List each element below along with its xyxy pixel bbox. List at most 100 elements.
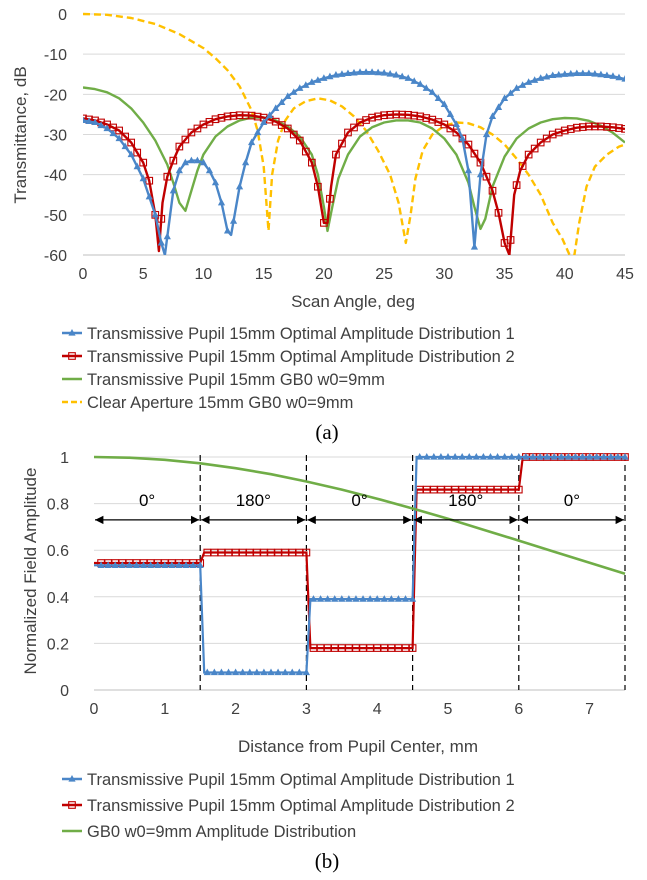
series-point-dist2 [440, 120, 449, 129]
series-point-dist2 [434, 118, 443, 126]
series-point-dist1 [494, 103, 503, 110]
series-point-dist1 [139, 561, 148, 568]
series-point-dist1 [189, 561, 197, 568]
series-point-dist2 [217, 113, 226, 122]
series-point-dist1 [97, 561, 105, 568]
series-point-dist1 [352, 595, 360, 602]
x-tick-label: 3 [302, 701, 311, 718]
x-tick-label: 10 [195, 266, 213, 283]
series-point-dist2 [621, 125, 625, 133]
series-point-dist1 [557, 453, 565, 460]
y-tick-label: 0 [60, 683, 69, 700]
series-point-dist1 [401, 595, 410, 602]
series-point-dist1 [493, 453, 502, 460]
x-tick-label: 4 [373, 701, 382, 718]
x-tick-label: 6 [514, 701, 523, 718]
series-point-dist1 [422, 84, 430, 91]
series-point-dist1 [320, 74, 328, 81]
series-point-dist2 [548, 130, 557, 139]
series-point-dist1 [91, 118, 99, 126]
chart-a-x-ticks: 0 5 10 15 20 25 30 35 40 45 [79, 266, 634, 283]
series-point-dist2 [115, 126, 123, 135]
series-point-dist1 [127, 150, 135, 158]
series-point-dist1 [181, 158, 189, 166]
series-point-dist1 [145, 192, 153, 200]
series-point-dist1 [609, 72, 617, 79]
phase-label: 180° [236, 491, 271, 510]
phase-label: 0° [351, 491, 367, 510]
series-point-dist1 [118, 561, 126, 568]
series-point-dist1 [531, 76, 539, 83]
series-point-dist1 [302, 81, 310, 88]
chart-a-series [83, 12, 625, 255]
series-point-dist1 [232, 668, 240, 676]
series-point-dist1 [488, 112, 497, 120]
series-point-dist1 [444, 453, 452, 460]
series-point-dist2 [187, 128, 196, 137]
series-point-dist2 [518, 162, 527, 170]
chart-b-y-ticks: 0 0.2 0.4 0.6 0.8 1 [47, 450, 69, 700]
series-point-dist1 [597, 70, 605, 78]
series-point-dist1 [591, 70, 599, 77]
series-point-dist2 [578, 123, 587, 131]
series-point-dist2 [193, 124, 202, 133]
series-point-dist1 [428, 88, 436, 95]
series-point-dist1 [223, 226, 232, 234]
y-tick-label: 1 [60, 450, 69, 467]
series-point-dist1 [350, 68, 358, 76]
series-point-dist1 [175, 561, 183, 568]
series-point-dist2 [253, 112, 262, 121]
series-point-dist1 [394, 595, 403, 602]
series-point-dist1 [296, 84, 304, 91]
series-point-dist1 [525, 78, 533, 85]
series-point-dist1 [373, 595, 381, 602]
series-point-dist1 [567, 69, 575, 77]
series-point-dist1 [161, 561, 169, 568]
series-point-dist1 [362, 68, 370, 75]
series-point-dist1 [564, 453, 572, 460]
series-point-dist1 [260, 118, 268, 126]
series-point-dist1 [169, 186, 177, 194]
series-point-dist2 [398, 110, 407, 119]
series-point-dist1 [470, 242, 479, 250]
series-point-dist2 [181, 135, 190, 144]
series-point-dist2 [205, 117, 214, 126]
series-point-dist2 [223, 112, 232, 121]
series-point-dist1 [203, 668, 211, 676]
series-point-dist1 [380, 69, 388, 76]
legend-label: Transmissive Pupil 15mm Optimal Amplitud… [87, 325, 515, 343]
series-point-dist1 [543, 453, 551, 460]
series-point-dist1 [519, 81, 527, 88]
series-point-dist1 [607, 453, 615, 460]
legend-label: Clear Aperture 15mm GB0 w0=9mm [87, 394, 353, 412]
series-point-dist2 [302, 548, 311, 557]
series-point-dist1 [549, 71, 557, 79]
series-point-dist1 [272, 104, 280, 111]
x-tick-label: 2 [231, 701, 240, 718]
series-point-dist1 [229, 217, 238, 224]
series-point-dist1 [187, 156, 195, 164]
series-point-dist2 [597, 122, 605, 131]
series-point-dist1 [437, 453, 445, 460]
series-point-dist2 [133, 148, 142, 157]
y-tick-label: -10 [44, 47, 67, 64]
series-point-dist1 [324, 595, 332, 602]
y-tick-label: 0.6 [47, 543, 69, 560]
series-point-dist2 [338, 139, 346, 148]
series-point-dist1 [458, 134, 466, 142]
series-point-dist1 [451, 453, 459, 460]
x-tick-label: 1 [160, 701, 169, 718]
series-point-dist1 [404, 74, 412, 81]
x-tick-label: 15 [255, 266, 273, 283]
y-tick-label: -40 [44, 168, 67, 185]
series-point-dist1 [326, 72, 334, 80]
series-line-dist1 [83, 71, 625, 255]
series-point-dist2 [566, 125, 575, 133]
series-point-dist1 [615, 73, 623, 81]
x-tick-label: 0 [79, 266, 88, 283]
series-point-dist1 [308, 78, 316, 85]
series-point-dist2 [175, 142, 184, 151]
chart-a-legend: Transmissive Pupil 15mm Optimal Amplitud… [62, 325, 515, 412]
series-point-dist1 [205, 166, 214, 174]
series-line-gb0 [93, 455, 626, 575]
